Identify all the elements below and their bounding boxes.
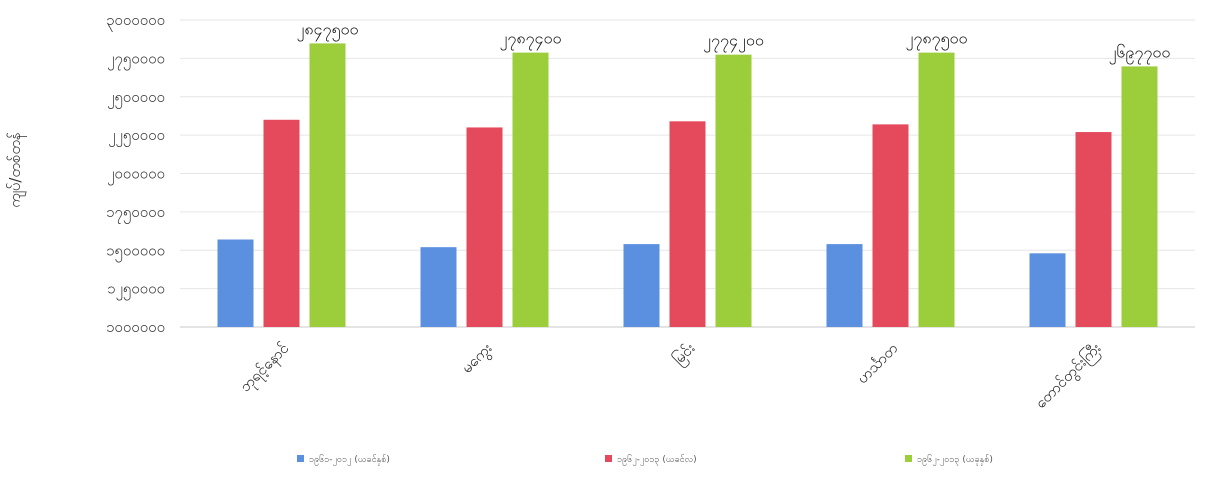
x-category-label: မကွေး (458, 339, 498, 379)
bars (217, 43, 1158, 328)
data-label: ၂၇၇၄၂၀၀ (703, 31, 764, 53)
y-tick-label: ၁၇၅၀၀၀၀ (106, 203, 165, 224)
y-tick-label: ၃၀၀၀၀၀၀ (106, 11, 165, 32)
x-category-label: မြင်း (668, 338, 700, 370)
bar-series-3-cat-1 (309, 43, 346, 327)
legend-label: ၁၉၆၁-၂၀၁၂ (ယခင်နှစ်) (309, 454, 390, 466)
bar-series-1-cat-5 (1029, 253, 1066, 327)
bar-series-2-cat-4 (872, 124, 909, 327)
y-tick-label: ၁၀၀၀၀၀၀ (106, 318, 165, 336)
data-label: ၂၇၈၇၅၀၀ (906, 29, 968, 51)
x-category-label: ဘုရင့်နောင် (236, 339, 295, 398)
x-category-label: တောင်တွင်းကြီး (1031, 338, 1107, 414)
bar-series-2-cat-1 (263, 119, 300, 328)
y-axis-label: ကျပ်/တစ်တန် (6, 132, 27, 208)
y-tick-label: ၂၇၅၀၀၀၀ (107, 49, 165, 70)
x-category-label: ဟင်္သာတ (853, 339, 901, 387)
bar-series-2-cat-5 (1075, 132, 1112, 327)
y-tick-label: ၁၅၀၀၀၀၀ (106, 241, 165, 262)
bar-series-1-cat-4 (826, 244, 863, 327)
legend: ၁၉၆၁-၂၀၁၂ (ယခင်နှစ်) ၁၉၆၂-၂၀၁၃ (ယခင်လ) ၁၉၆… (297, 454, 993, 466)
legend-label: ၁၉၆၂-၂၀၁၃ (ယခုနှစ်) (917, 454, 993, 466)
bar-series-3-cat-3 (715, 54, 752, 327)
y-tick-label: ၁၂၅၀၀၀၀ (107, 280, 165, 301)
y-tick-label: ၂၀၀၀၀၀၀ (107, 165, 165, 186)
bar-series-1-cat-2 (420, 247, 457, 327)
legend-item-2: ၁၉၆၂-၂၀၁၃ (ယခင်လ) (605, 454, 697, 466)
data-label: ၂၆၉၇၇၀၀ (1109, 42, 1171, 64)
y-tick-label: ၂၂၅၀၀၀၀ (108, 126, 165, 147)
data-label: ၂၇၈၇၄၀၀ (500, 29, 562, 51)
legend-item-3: ၁၉၆၂-၂၀၁၃ (ယခုနှစ်) (905, 454, 993, 466)
bar-series-3-cat-5 (1121, 66, 1158, 328)
legend-label: ၁၉၆၂-၂၀၁၃ (ယခင်လ) (617, 454, 697, 466)
legend-item-1: ၁၉၆၁-၂၀၁၂ (ယခင်နှစ်) (297, 454, 390, 466)
data-label: ၂၈၄၇၅၀၀ (297, 19, 359, 41)
legend-swatch (297, 455, 304, 462)
bar-series-2-cat-2 (466, 127, 503, 327)
y-tick-label: ၂၅၀၀၀၀၀ (107, 88, 165, 109)
bar-series-1-cat-1 (217, 239, 254, 327)
bar-series-2-cat-3 (669, 121, 706, 327)
legend-swatch (905, 455, 912, 462)
bar-series-1-cat-3 (623, 244, 660, 327)
y-axis-ticks: ၁၀၀၀၀၀၀ ၁၂၅၀၀၀၀ ၁၅၀၀၀၀၀ ၁၇၅၀၀၀၀ ၂၀၀၀၀၀၀ ၂၂၅၀၀… (106, 11, 165, 336)
bar-series-3-cat-2 (512, 52, 549, 328)
bar-series-3-cat-4 (918, 52, 955, 328)
x-axis-categories: ဘုရင့်နောင် မကွေး မြင်း ဟင်္သာတ တောင်တွင်းကြ… (236, 338, 1107, 414)
legend-swatch (605, 455, 612, 462)
